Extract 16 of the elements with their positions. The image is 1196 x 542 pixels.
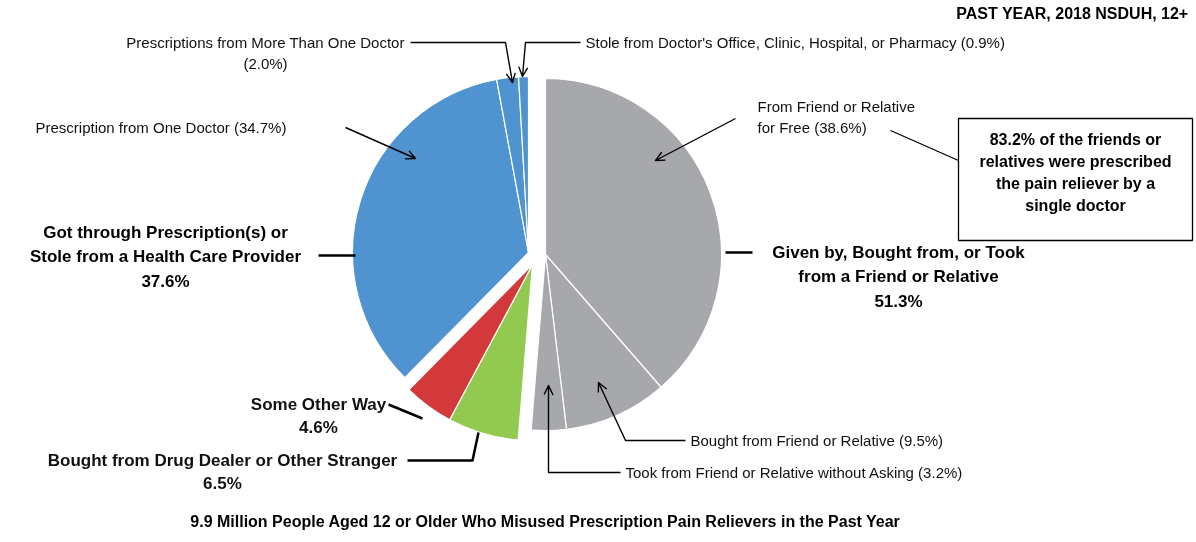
data-label: 6.5% [203,474,242,494]
text: Given by, Bought from, or Took from a Friend or Relative 51.3% [772,242,1026,311]
text: Got through Prescription(s) or Stole from a Health Care Provider 37.6% [29,222,302,291]
slice-label: Took from Friend or Relative without Asking (3.2%) [625,463,963,481]
slice-label: Bought from Friend or Relative (9.5%) [690,431,944,449]
text: 83.2% of the friends or relatives were prescribed the pain reliever by a single doctor [979,130,1172,214]
slice-label: From Friend or Relative for Free (38.6%) [757,97,916,136]
slice-label: Some Other Way [250,394,387,414]
slice-label: Prescription from One Doctor (34.7%) [35,118,287,136]
data-label: (2.0%) [243,54,288,72]
text: PAST YEAR, 2018 NSDUH, 12+ [956,4,1189,22]
slice-label: Stole from Doctor's Office, Clinic, Hospital, or Pharmacy (0.9%) [585,33,1005,51]
slice-label: Prescriptions from More Than One Doctor [126,33,405,51]
slice-label: Bought from Drug Dealer or Other Stranger [47,450,398,470]
data-label: 4.6% [299,418,338,438]
text: 9.9 Million People Aged 12 or Older Who Misused Prescription Pain Relievers in the Past Year [190,512,900,530]
